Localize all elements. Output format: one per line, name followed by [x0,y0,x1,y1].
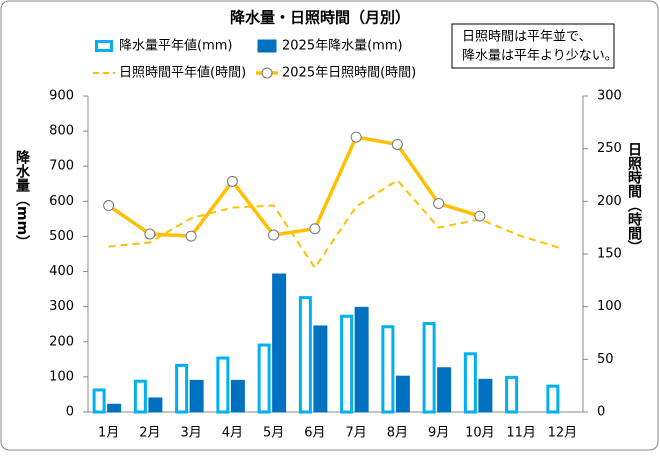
bar [354,306,369,413]
bar [230,379,245,413]
x-tick-label: 7月 [345,426,366,441]
marker [185,230,197,242]
x-tick-label: 1月 [98,426,119,441]
bar [216,356,230,414]
annotation: 日照時間は平年並で、 [462,30,591,45]
x-tick-label: 12月 [548,426,578,441]
bar [381,325,395,414]
legend-label: 降水量平年値(mm) [119,38,232,54]
y2-tick-label: 200 [597,194,622,209]
legend-label: 2025年日照時間(時間) [282,66,416,81]
marker [226,175,238,187]
bar [107,403,122,413]
bar [395,375,410,413]
y2-tick-label: 250 [597,141,622,156]
marker [391,138,403,150]
y2-tick-label: 150 [597,247,622,262]
y-tick-label: 300 [49,299,74,314]
bar [175,363,189,414]
marker [433,197,445,209]
y-tick-label: 600 [49,194,74,209]
y-tick-label: 900 [49,89,74,104]
legend-swatch [257,39,277,53]
legend-swatch [95,40,113,52]
x-tick-label: 5月 [263,426,284,441]
marker [309,223,321,235]
bar [148,397,163,413]
bar [92,388,106,414]
x-tick-label: 2月 [139,426,160,441]
x-tick-label: 6月 [304,426,325,441]
bar [422,322,436,414]
marker [144,228,156,240]
line [107,135,481,238]
y-tick-label: 400 [49,264,74,279]
chart-title: 降水量・日照時間（月別） [230,9,410,27]
y-tick-label: 800 [49,124,74,139]
marker [474,210,486,222]
bar [478,378,493,413]
marker [103,200,115,212]
y2-tick-label: 0 [597,405,605,420]
y-tick-label: 700 [49,159,74,174]
bar [463,352,477,414]
bar [298,296,312,414]
marker [268,229,280,241]
bar [505,375,519,414]
annotation: 降水量は平年より少ない。 [462,49,618,64]
annotation-box [451,23,615,69]
bar [313,325,328,413]
bar [257,343,271,414]
bar [272,273,287,413]
legend-marker [261,67,273,79]
y-tick-label: 100 [49,369,74,384]
x-tick-label: 9月 [428,426,449,441]
x-tick-label: 10月 [465,426,495,441]
y-tick-label: 0 [66,405,74,420]
bar [340,314,354,414]
legend-label: 日照時間平年値(時間) [119,65,246,81]
bar [546,384,560,414]
y2-tick-label: 300 [597,89,622,104]
y2-axis-label: 日照時間（時間） [626,142,643,254]
x-tick-label: 4月 [222,426,243,441]
legend-label: 2025年降水量(mm) [282,39,403,54]
x-tick-label: 11月 [506,426,536,441]
y-tick-label: 500 [49,229,74,244]
bar [437,367,452,413]
x-tick-label: 8月 [387,426,408,441]
marker [350,131,362,143]
y2-tick-label: 100 [597,299,622,314]
bar [133,379,147,414]
bar [189,379,204,413]
y-axis-label: 降水量（mm） [14,149,31,249]
y-tick-label: 200 [49,334,74,349]
line [108,178,563,270]
y2-tick-label: 50 [597,352,614,367]
x-tick-label: 3月 [180,426,201,441]
